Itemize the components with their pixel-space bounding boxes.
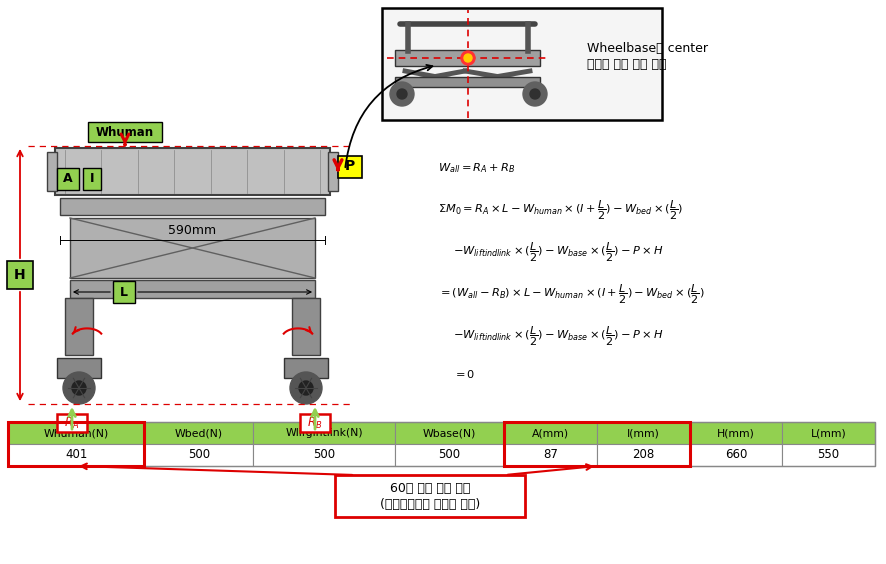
Bar [504,444,597,466]
Bar [8,422,144,444]
Text: H(mm): H(mm) [717,428,755,438]
Bar [395,77,540,87]
Text: H: H [14,268,26,282]
Bar [338,156,362,178]
Bar [60,198,325,215]
Bar [292,298,320,355]
Circle shape [397,89,407,99]
Bar [300,414,330,432]
Circle shape [299,381,313,395]
Bar [504,422,689,466]
Text: A: A [63,172,73,185]
Bar [8,422,144,466]
Text: 60대 남성 최소 기준: 60대 남성 최소 기준 [390,482,470,495]
Circle shape [464,54,472,62]
Text: P: P [345,160,355,174]
Circle shape [72,381,86,395]
Text: $- W_{liftindlink} \times (\dfrac{L}{2}) - W_{base} \times (\dfrac{L}{2}) - P \t: $- W_{liftindlink} \times (\dfrac{L}{2})… [453,324,664,348]
Text: $= 0$: $= 0$ [453,368,476,380]
Bar [88,122,162,142]
Bar [70,280,315,298]
Bar [7,261,33,289]
Text: $R_B$: $R_B$ [307,416,323,430]
Text: Wheelbase의 center: Wheelbase의 center [587,42,708,55]
Bar [8,422,875,466]
Bar [382,8,662,120]
Text: 660: 660 [725,448,747,461]
Bar [55,148,330,195]
Text: 500: 500 [314,448,335,461]
Circle shape [530,89,540,99]
Circle shape [523,82,547,106]
Bar [597,444,689,466]
Text: 500: 500 [188,448,210,461]
Bar [113,281,135,303]
Bar [70,218,315,278]
Bar [328,152,338,191]
Text: Wlifgintlink(N): Wlifgintlink(N) [285,428,363,438]
Bar [689,422,782,444]
Bar [597,422,689,444]
Circle shape [390,82,414,106]
Text: $R_A$: $R_A$ [65,416,80,430]
Bar [284,358,328,378]
Text: L(mm): L(mm) [811,428,846,438]
Bar [395,444,504,466]
Text: $- W_{liftindlink} \times (\dfrac{L}{2}) - W_{base} \times (\dfrac{L}{2}) - P \t: $- W_{liftindlink} \times (\dfrac{L}{2})… [453,240,664,264]
Text: $= (W_{all} - R_B) \times L - W_{human} \times (I+\dfrac{L}{2}) - W_{bed} \times: $= (W_{all} - R_B) \times L - W_{human} … [438,282,704,306]
Bar [335,475,525,517]
Text: $\Sigma M_0 = R_A \times L - W_{human} \times (I+\dfrac{L}{2}) - W_{bed} \times : $\Sigma M_0 = R_A \times L - W_{human} \… [438,198,683,222]
Text: I: I [89,172,94,185]
Bar [782,422,875,444]
Text: $W_{all} = R_A + R_B$: $W_{all} = R_A + R_B$ [438,161,516,175]
Text: Whuman(N): Whuman(N) [43,428,109,438]
Bar [782,444,875,466]
Text: 208: 208 [632,448,655,461]
Text: Whuman: Whuman [96,126,154,139]
Bar [47,152,57,191]
Text: 401: 401 [65,448,88,461]
Bar [83,168,101,190]
Text: 연장선 상에 하중 부여: 연장선 상에 하중 부여 [587,59,666,72]
Bar [689,444,782,466]
Text: 87: 87 [543,448,558,461]
Bar [253,422,395,444]
Text: (너비방향에서 최악의 조건): (너비방향에서 최악의 조건) [380,499,480,512]
Bar [57,414,87,432]
Bar [253,444,395,466]
Bar [57,168,79,190]
Circle shape [290,372,322,404]
Bar [395,50,540,66]
Text: 550: 550 [818,448,840,461]
Circle shape [63,372,95,404]
Text: A(mm): A(mm) [532,428,569,438]
Bar [395,422,504,444]
Circle shape [461,51,475,65]
Text: Wbed(N): Wbed(N) [175,428,223,438]
Bar [504,422,597,444]
Text: 500: 500 [439,448,461,461]
Bar [57,358,101,378]
Text: I(mm): I(mm) [626,428,660,438]
Text: L: L [120,285,128,298]
Bar [8,444,144,466]
Bar [144,444,253,466]
Bar [65,298,93,355]
Bar [144,422,253,444]
Text: 590mm: 590mm [168,223,216,236]
Text: Wbase(N): Wbase(N) [423,428,477,438]
